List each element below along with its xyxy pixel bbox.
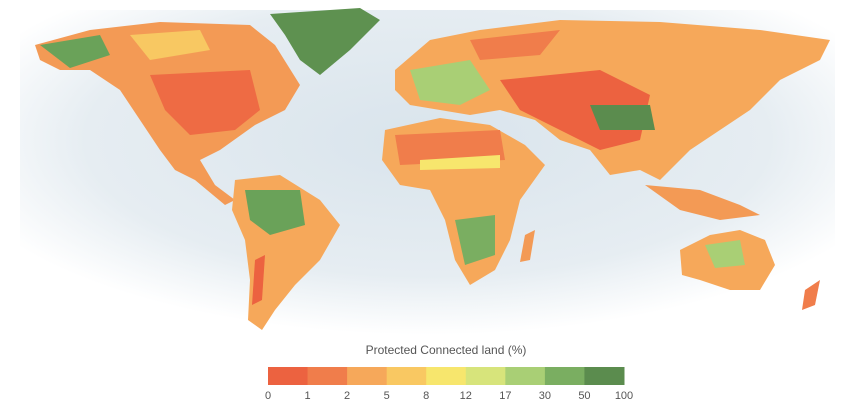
legend-tick-label: 5 [384, 390, 390, 402]
islands [645, 185, 760, 220]
north-america [35, 22, 300, 205]
alaska-region [40, 35, 110, 68]
asia-region [590, 105, 655, 130]
na-region [150, 70, 260, 135]
legend: 0 1 2 5 8 12 17 30 50 100 [265, 367, 633, 402]
australia-region [705, 240, 745, 268]
legend-swatch [386, 367, 427, 385]
legend-swatch [465, 367, 506, 385]
legend-swatch [505, 367, 546, 385]
new-zealand [802, 280, 820, 310]
africa-region [455, 215, 495, 265]
legend-tick-label: 0 [265, 390, 271, 402]
legend-swatch [307, 367, 348, 385]
legend-tick-label: 30 [539, 390, 551, 402]
sa-region [252, 255, 265, 305]
africa-region [395, 130, 505, 165]
legend-tick-label: 8 [423, 390, 429, 402]
legend-tick-label: 1 [304, 390, 310, 402]
legend-tick-label: 17 [499, 390, 511, 402]
legend-tick-label: 2 [344, 390, 350, 402]
legend-swatch [584, 367, 625, 385]
legend-tick-label: 12 [460, 390, 472, 402]
madagascar [520, 230, 535, 262]
legend-swatch [268, 367, 309, 385]
legend-swatch [544, 367, 585, 385]
land [35, 8, 830, 330]
europe-region [410, 60, 490, 105]
legend-title: Protected Connected land (%) [366, 343, 527, 357]
na-region [130, 30, 210, 60]
legend-tick-label: 50 [578, 390, 590, 402]
sa-region [245, 190, 305, 235]
africa-region [420, 155, 500, 170]
legend-swatch [426, 367, 467, 385]
greenland [270, 8, 380, 75]
legend-swatch [347, 367, 388, 385]
asia-region [470, 30, 560, 60]
legend-tick-label: 100 [615, 390, 633, 402]
